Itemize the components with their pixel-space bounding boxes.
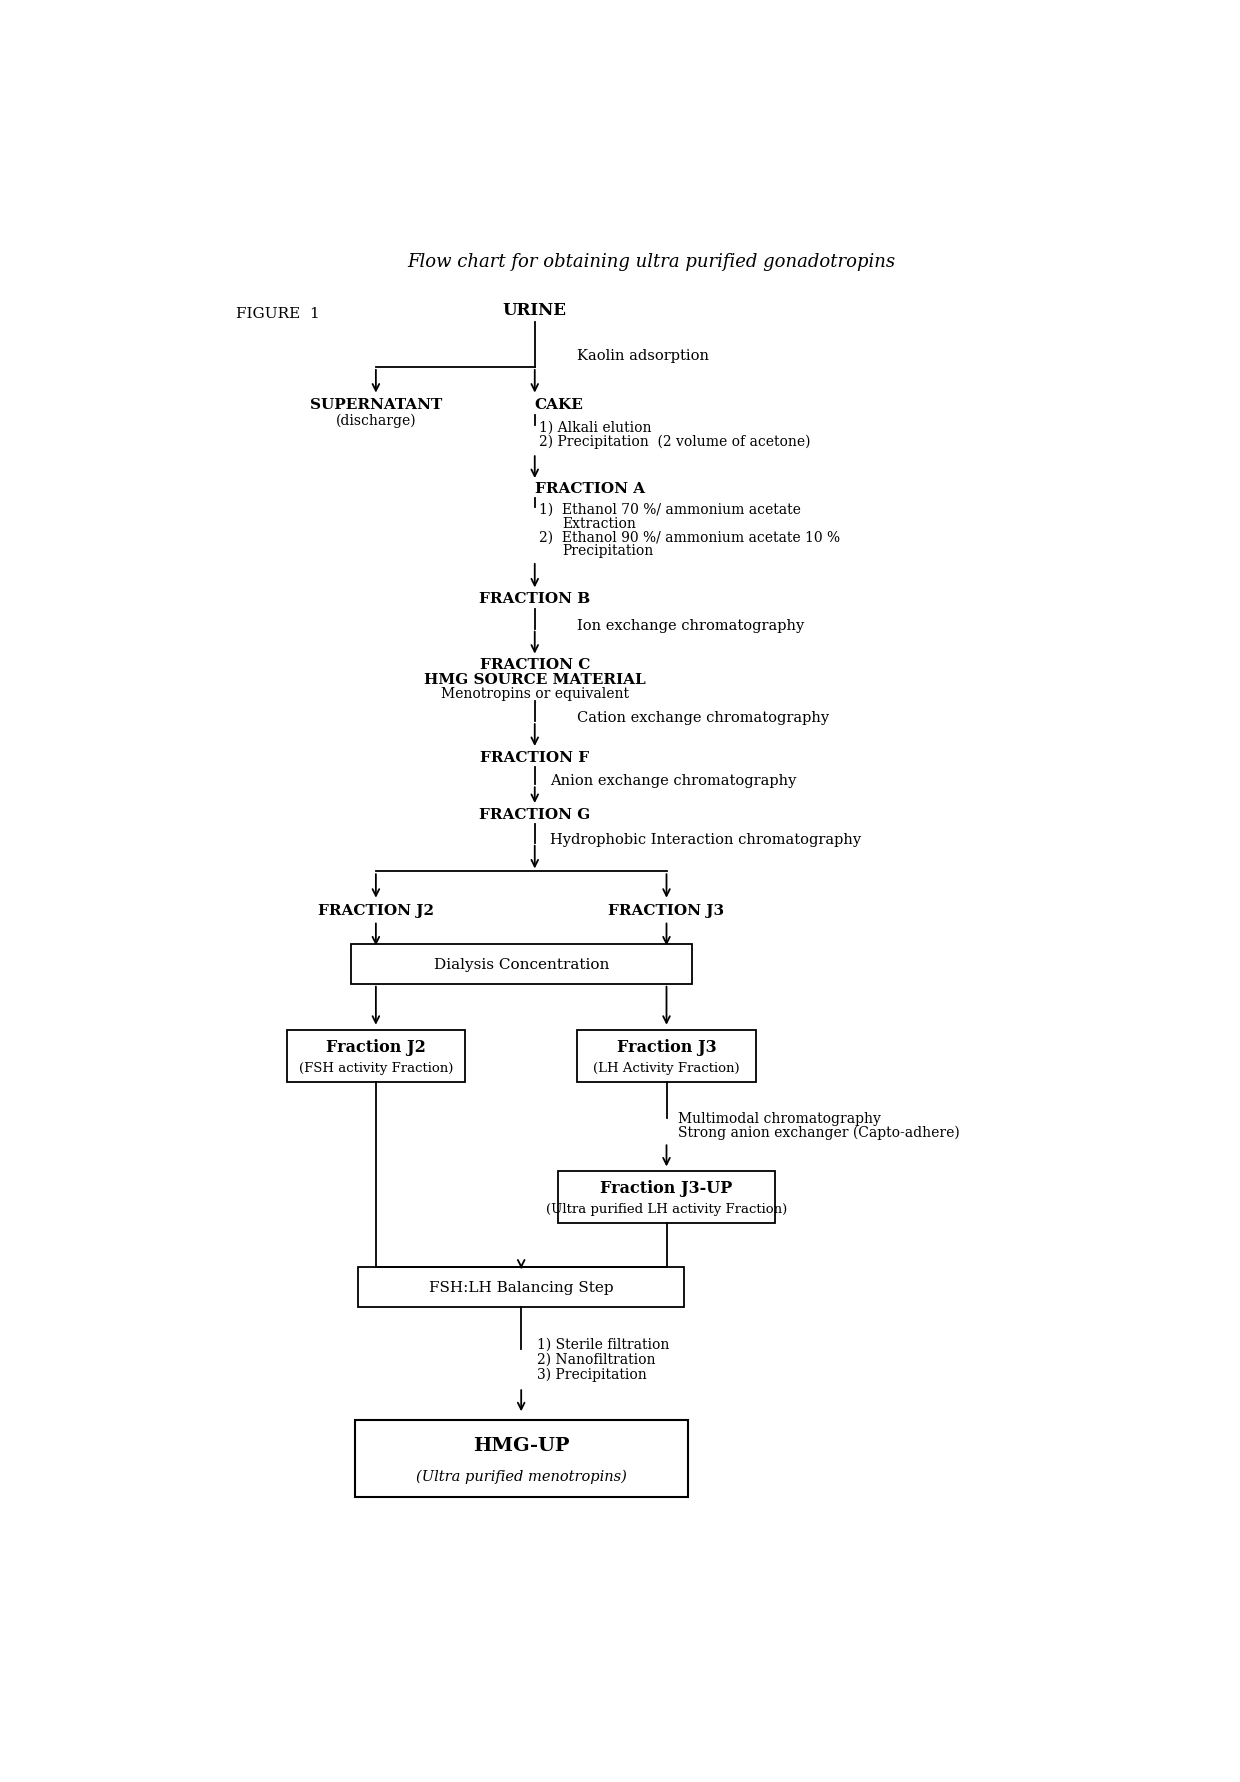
Text: (FSH activity Fraction): (FSH activity Fraction) xyxy=(299,1062,453,1075)
Bar xyxy=(358,1267,684,1308)
Text: 1) Alkali elution: 1) Alkali elution xyxy=(539,421,652,435)
Text: 2)  Ethanol 90 %/ ammonium acetate 10 %: 2) Ethanol 90 %/ ammonium acetate 10 % xyxy=(539,529,841,544)
Text: Ion exchange chromatography: Ion exchange chromatography xyxy=(578,618,805,633)
Text: FRACTION J3: FRACTION J3 xyxy=(609,903,724,918)
Text: FIGURE  1: FIGURE 1 xyxy=(237,307,320,321)
Text: Kaolin adsorption: Kaolin adsorption xyxy=(578,349,709,364)
Bar xyxy=(355,1420,688,1497)
Text: CAKE: CAKE xyxy=(534,397,584,412)
Bar xyxy=(578,1030,755,1083)
Text: Hydrophobic Interaction chromatography: Hydrophobic Interaction chromatography xyxy=(551,832,862,846)
Text: URINE: URINE xyxy=(502,301,567,319)
Text: SUPERNATANT: SUPERNATANT xyxy=(310,397,441,412)
Text: FRACTION F: FRACTION F xyxy=(480,750,589,764)
Text: FRACTION A: FRACTION A xyxy=(534,481,645,495)
Text: FRACTION C: FRACTION C xyxy=(480,658,590,672)
Bar xyxy=(351,944,692,984)
Text: 2) Nanofiltration: 2) Nanofiltration xyxy=(537,1353,655,1367)
Text: Multimodal chromatography: Multimodal chromatography xyxy=(678,1112,880,1124)
Text: 3) Precipitation: 3) Precipitation xyxy=(537,1367,646,1381)
Text: Fraction J3: Fraction J3 xyxy=(616,1039,717,1055)
Text: HMG SOURCE MATERIAL: HMG SOURCE MATERIAL xyxy=(424,672,646,686)
Text: Anion exchange chromatography: Anion exchange chromatography xyxy=(551,773,796,788)
Text: FRACTION J2: FRACTION J2 xyxy=(317,903,434,918)
Text: Menotropins or equivalent: Menotropins or equivalent xyxy=(440,686,629,700)
Text: FRACTION G: FRACTION G xyxy=(479,807,590,822)
Text: FRACTION B: FRACTION B xyxy=(479,592,590,606)
Text: 2) Precipitation  (2 volume of acetone): 2) Precipitation (2 volume of acetone) xyxy=(539,435,811,449)
Text: (LH Activity Fraction): (LH Activity Fraction) xyxy=(593,1062,740,1075)
Text: 1) Sterile filtration: 1) Sterile filtration xyxy=(537,1336,670,1351)
Bar xyxy=(286,1030,465,1083)
Text: (Ultra purified LH activity Fraction): (Ultra purified LH activity Fraction) xyxy=(546,1203,787,1215)
Text: Fraction J2: Fraction J2 xyxy=(326,1039,425,1055)
Text: HMG-UP: HMG-UP xyxy=(472,1436,569,1454)
Bar xyxy=(558,1171,775,1224)
Text: Dialysis Concentration: Dialysis Concentration xyxy=(434,957,609,971)
Text: 1)  Ethanol 70 %/ ammonium acetate: 1) Ethanol 70 %/ ammonium acetate xyxy=(539,503,801,517)
Text: Precipitation: Precipitation xyxy=(563,544,653,558)
Text: Flow chart for obtaining ultra purified gonadotropins: Flow chart for obtaining ultra purified … xyxy=(407,253,895,271)
Text: Extraction: Extraction xyxy=(563,517,636,531)
Text: FSH:LH Balancing Step: FSH:LH Balancing Step xyxy=(429,1281,614,1294)
Text: (Ultra purified menotropins): (Ultra purified menotropins) xyxy=(415,1468,626,1483)
Text: Strong anion exchanger (Capto-adhere): Strong anion exchanger (Capto-adhere) xyxy=(678,1124,960,1139)
Text: (discharge): (discharge) xyxy=(336,413,417,428)
Text: Fraction J3-UP: Fraction J3-UP xyxy=(600,1180,733,1196)
Text: Cation exchange chromatography: Cation exchange chromatography xyxy=(578,711,830,725)
